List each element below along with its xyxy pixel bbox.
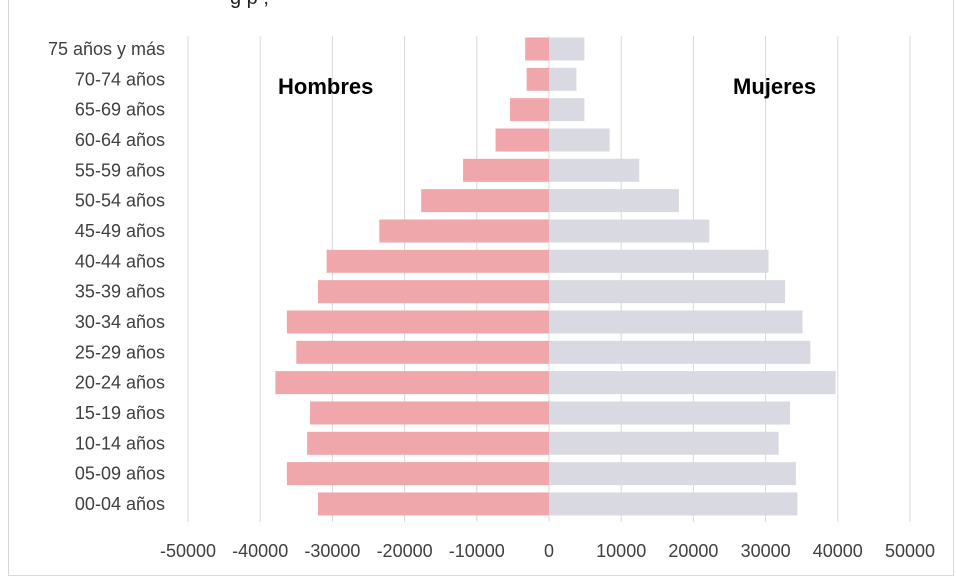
category-label: 75 años y más xyxy=(48,39,165,59)
bar-mujeres xyxy=(549,492,798,516)
chart-title-fragment: g p , xyxy=(230,0,269,10)
bar-hombres xyxy=(379,219,549,243)
bar-mujeres xyxy=(549,462,796,486)
bar-mujeres xyxy=(549,189,679,213)
x-tick-label: -20000 xyxy=(377,541,433,561)
annotation-hombres: Hombres xyxy=(278,74,373,99)
x-tick-label: -50000 xyxy=(160,541,216,561)
category-label: 40-44 años xyxy=(75,251,165,271)
x-tick-labels: -50000 -40000 -30000 -20000 -10000 0 10000 2000… xyxy=(160,541,935,561)
bar-hombres xyxy=(495,128,549,152)
bar-hombres xyxy=(326,249,549,273)
x-tick-label: 30000 xyxy=(741,541,791,561)
bar-hombres xyxy=(317,492,549,516)
category-label: 50-54 años xyxy=(75,191,165,211)
x-tick-label: 50000 xyxy=(885,541,935,561)
category-label: 55-59 años xyxy=(75,160,165,180)
bar-hombres xyxy=(525,37,549,61)
bar-mujeres xyxy=(549,98,585,122)
x-tick-label: 10000 xyxy=(596,541,646,561)
bar-hombres xyxy=(317,280,549,304)
bar-hombres xyxy=(296,340,549,364)
x-tick-label: -10000 xyxy=(449,541,505,561)
category-label: 70-74 años xyxy=(75,69,165,89)
x-tick-label: 0 xyxy=(544,541,554,561)
bar-mujeres xyxy=(549,371,836,395)
bar-mujeres xyxy=(549,37,585,61)
bar-hombres xyxy=(463,158,549,182)
x-tick-label: 40000 xyxy=(813,541,863,561)
bar-mujeres xyxy=(549,67,577,91)
bar-mujeres xyxy=(549,158,640,182)
category-label: 15-19 años xyxy=(75,403,165,423)
category-label: 25-29 años xyxy=(75,342,165,362)
bar-mujeres xyxy=(549,249,769,273)
category-label: 35-39 años xyxy=(75,282,165,302)
bar-mujeres xyxy=(549,219,710,243)
category-label: 00-04 años xyxy=(75,494,165,514)
bar-mujeres xyxy=(549,310,803,334)
bar-hombres xyxy=(526,67,549,91)
bar-mujeres xyxy=(549,431,779,455)
annotation-mujeres: Mujeres xyxy=(733,74,816,99)
bar-hombres xyxy=(510,98,549,122)
x-tick-label: 20000 xyxy=(668,541,718,561)
category-label: 65-69 años xyxy=(75,100,165,120)
category-label: 05-09 años xyxy=(75,464,165,484)
x-tick-label: -40000 xyxy=(232,541,288,561)
bar-hombres xyxy=(286,310,549,334)
category-label: 60-64 años xyxy=(75,130,165,150)
bar-mujeres xyxy=(549,340,811,364)
bar-hombres xyxy=(310,401,549,425)
category-label: 10-14 años xyxy=(75,433,165,453)
bar-hombres xyxy=(307,431,549,455)
x-tick-label: -30000 xyxy=(304,541,360,561)
category-labels: 00-04 años 05-09 años 10-14 años 15-19 años… xyxy=(48,39,165,514)
bar-mujeres xyxy=(549,280,786,304)
bar-mujeres xyxy=(549,401,791,425)
bars xyxy=(275,37,836,516)
bar-mujeres xyxy=(549,128,610,152)
category-label: 30-34 años xyxy=(75,312,165,332)
bar-hombres xyxy=(421,189,549,213)
bar-hombres xyxy=(286,462,549,486)
category-label: 20-24 años xyxy=(75,373,165,393)
bar-hombres xyxy=(275,371,549,395)
category-label: 45-49 años xyxy=(75,221,165,241)
